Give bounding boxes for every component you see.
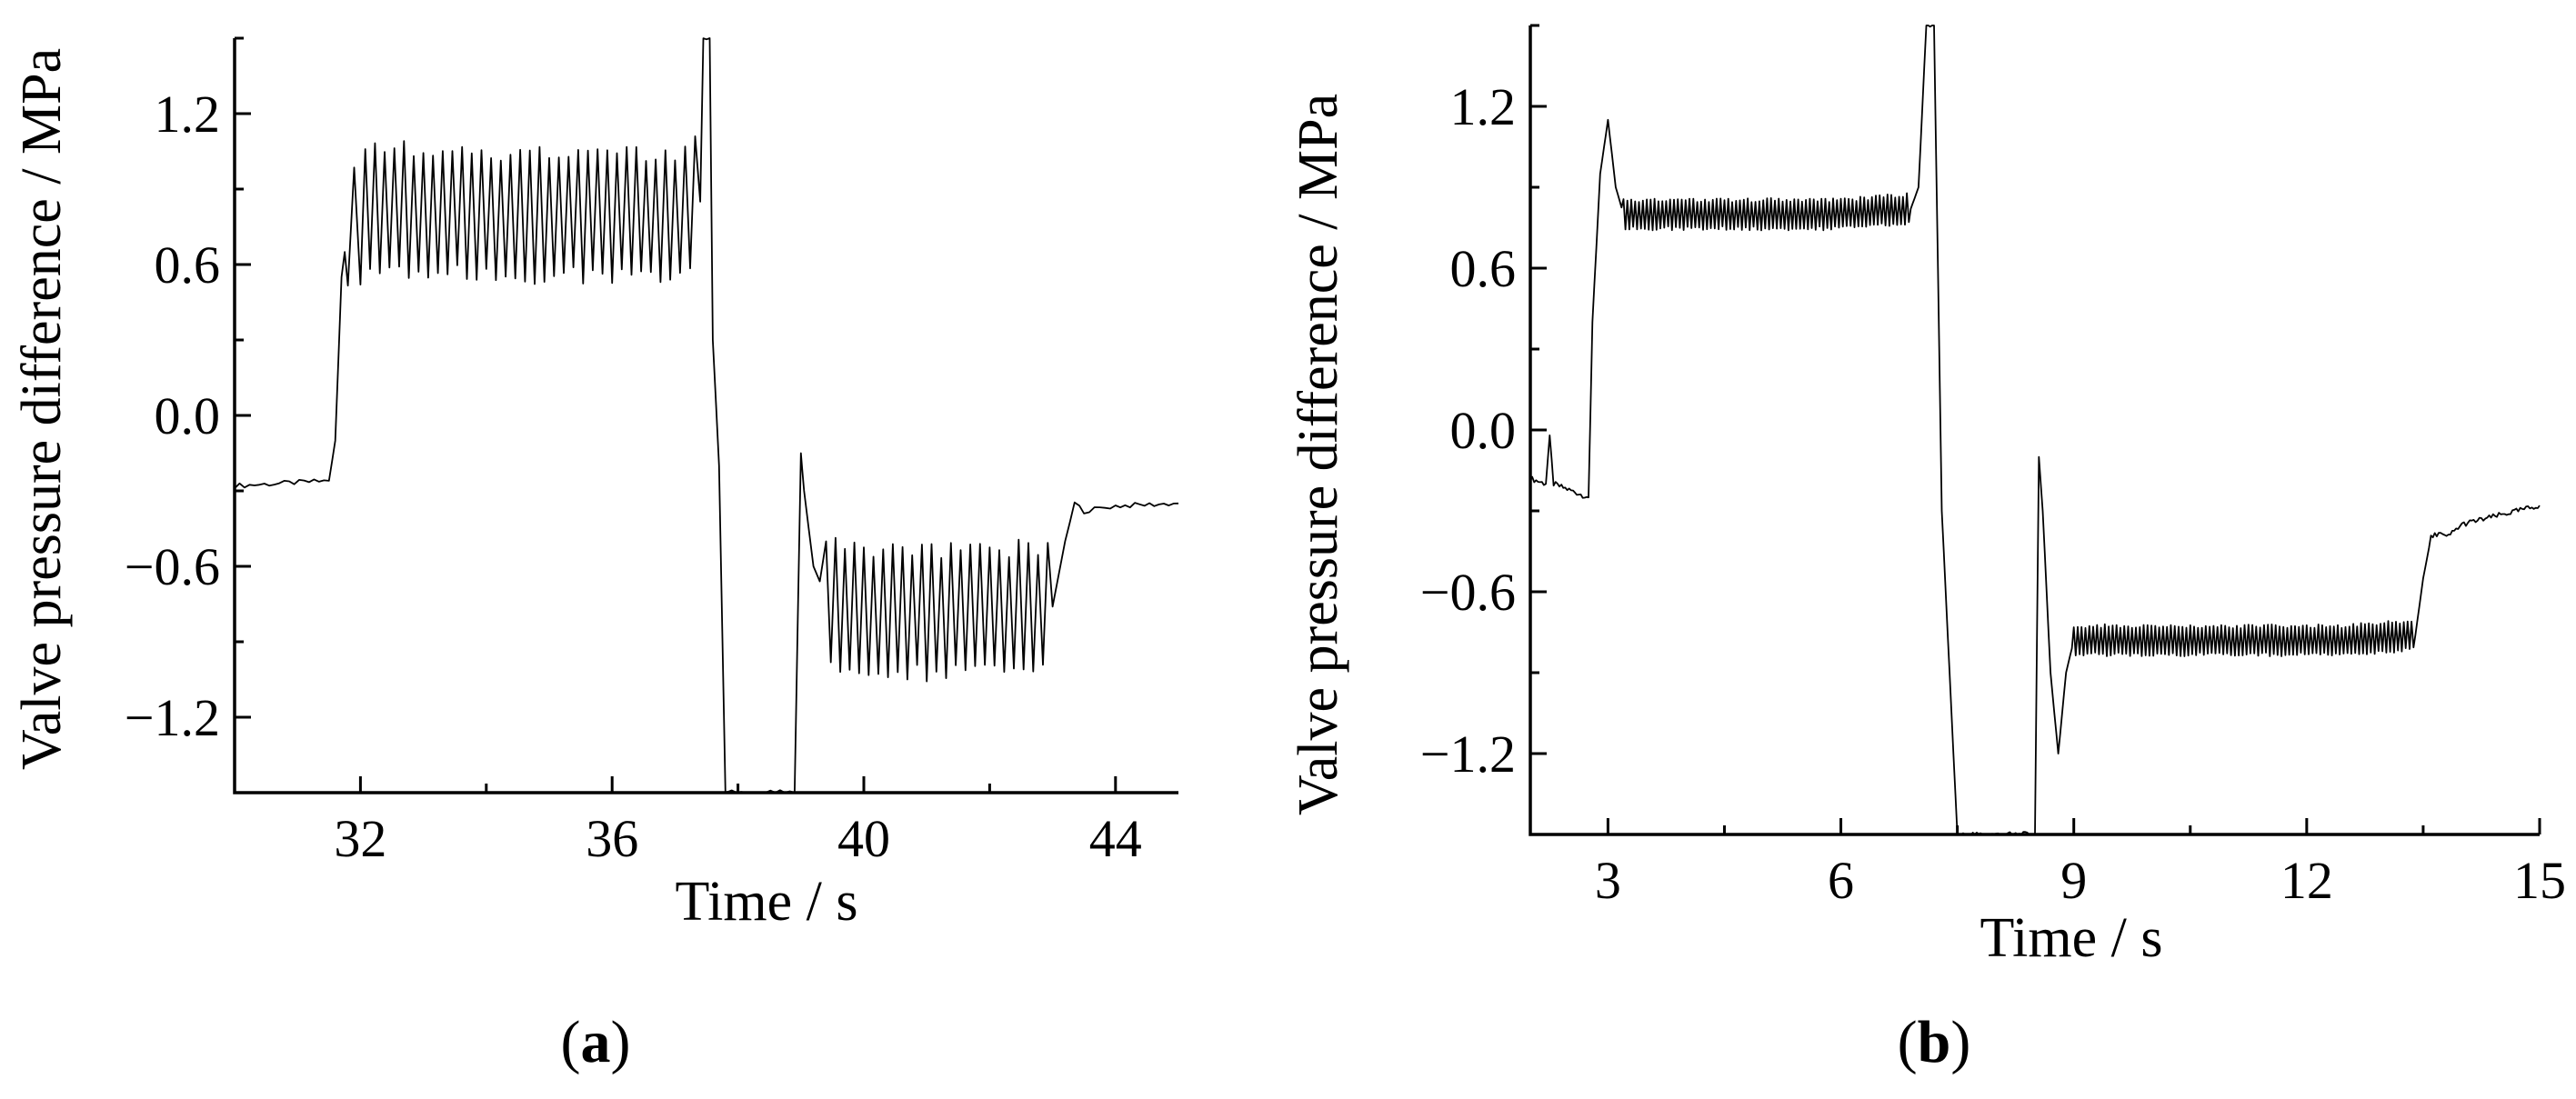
panel-b: Valve pressure difference / MPa Time / s… [1288, 24, 2566, 1075]
panel-a-ytick-label: −1.2 [125, 688, 220, 747]
panel-a-ylabel: Valve pressure difference / MPa [11, 48, 73, 770]
panel-a: Valve pressure difference / MPa Time / s… [11, 36, 1179, 1075]
panel-a-xtick-label: 44 [1089, 809, 1142, 868]
panel-b-axes [1529, 25, 2540, 836]
panel-b-xtick-label: 15 [2513, 851, 2566, 910]
panel-b-letter: b [1918, 1009, 1951, 1075]
panel-b-label: (b) [1898, 1009, 1971, 1075]
panel-b-xlabel: Time / s [1980, 907, 2162, 969]
panel-b-ylabel: Valve pressure difference / MPa [1288, 94, 1349, 815]
panel-b-xtick-label: 6 [1828, 851, 1854, 910]
panel-a-ytick-label: 0.0 [155, 386, 221, 445]
panel-a-xtick-label: 40 [837, 809, 890, 868]
panel-b-xtick-label: 9 [2060, 851, 2087, 910]
panel-a-label: (a) [561, 1009, 631, 1075]
panel-b-ytick-label: 0.0 [1450, 401, 1517, 460]
panel-b-ytick-label: −0.6 [1420, 563, 1516, 622]
panel-a-xtick-label: 36 [586, 809, 638, 868]
panel-a-ytick-label: −0.6 [125, 537, 220, 596]
panel-a-axes [233, 38, 1178, 794]
panel-b-ytick-label: 0.6 [1450, 239, 1517, 298]
panel-b-xtick-label: 3 [1595, 851, 1621, 910]
panel-a-ytick-label: 1.2 [155, 85, 221, 144]
panel-b-ytick-label: −1.2 [1420, 724, 1516, 784]
panel-b-ytick-label: 1.2 [1450, 77, 1517, 136]
panel-b-series-line [1529, 25, 2541, 835]
panel-a-ytick-label: 0.6 [155, 235, 221, 295]
panel-a-series-line [234, 37, 1179, 794]
panel-b-xtick-label: 12 [2280, 851, 2333, 910]
panel-a-xtick-label: 32 [334, 809, 386, 868]
panel-a-xlabel: Time / s [675, 871, 857, 933]
panel-a-letter: a [581, 1009, 611, 1075]
